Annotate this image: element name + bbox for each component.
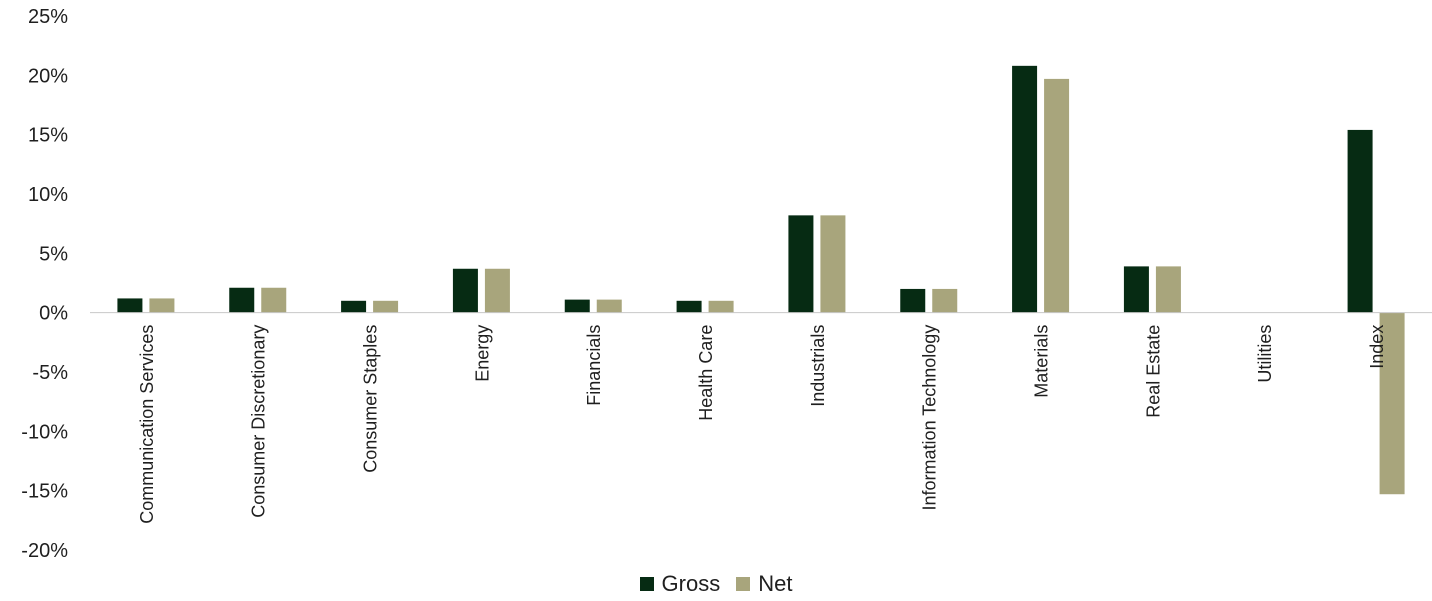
bar-net xyxy=(149,298,175,313)
y-tick-label: -10% xyxy=(21,421,68,443)
y-tick-label: 10% xyxy=(28,184,68,206)
bar-gross xyxy=(788,215,814,313)
y-tick-label: -20% xyxy=(21,540,68,562)
category-label: Utilities xyxy=(1255,325,1275,383)
x-axis: Communication Services Consumer Discretio… xyxy=(137,325,1387,524)
bar-net xyxy=(1044,78,1070,313)
y-tick-label: -15% xyxy=(21,481,68,503)
category-label: Industrials xyxy=(808,325,828,407)
category-label: Index xyxy=(1367,325,1387,369)
bar-net xyxy=(932,288,958,313)
category-label: Information Technology xyxy=(920,325,940,511)
bar-chart: 25% 20% 15% 10% 5% 0% -5% -10% -15% -20% Communic… xyxy=(21,6,1432,562)
y-tick-label: 5% xyxy=(39,243,68,265)
category-label: Materials xyxy=(1032,325,1052,398)
legend-item-gross: Gross xyxy=(639,571,721,597)
category-label: Real Estate xyxy=(1143,325,1163,418)
y-tick-label: 20% xyxy=(28,65,68,87)
legend-swatch-gross xyxy=(639,577,654,591)
bars xyxy=(117,65,1405,495)
bar-net xyxy=(1155,266,1181,313)
category-label: Consumer Discretionary xyxy=(249,325,269,518)
legend-item-net: Net xyxy=(736,571,792,597)
legend: Gross Net xyxy=(0,568,1432,600)
bar-gross xyxy=(564,299,590,313)
bar-gross xyxy=(1012,65,1038,313)
bar-gross xyxy=(676,300,702,313)
bar-net xyxy=(820,215,846,313)
bar-net xyxy=(261,287,287,313)
bar-gross xyxy=(1347,129,1373,313)
bar-gross xyxy=(229,287,255,313)
legend-swatch-net xyxy=(736,577,751,591)
legend-label-net: Net xyxy=(758,571,793,596)
bar-net xyxy=(596,299,622,313)
bar-net xyxy=(1379,312,1405,495)
bar-net xyxy=(484,268,510,313)
category-label: Consumer Staples xyxy=(361,325,381,473)
category-label: Energy xyxy=(472,325,492,382)
y-tick-label: 0% xyxy=(39,303,68,325)
category-label: Communication Services xyxy=(137,325,157,524)
y-tick-label: 25% xyxy=(28,6,68,28)
bar-gross xyxy=(1123,266,1149,313)
bar-gross xyxy=(117,298,143,313)
bar-net xyxy=(373,300,399,313)
y-tick-label: -5% xyxy=(32,362,68,384)
y-tick-label: 15% xyxy=(28,125,68,147)
legend-label-gross: Gross xyxy=(661,571,721,596)
bar-net xyxy=(708,300,734,313)
bar-gross xyxy=(452,268,478,313)
category-label: Financials xyxy=(584,325,604,406)
y-axis: 25% 20% 15% 10% 5% 0% -5% -10% -15% -20% xyxy=(21,6,68,562)
bar-gross xyxy=(900,288,926,313)
category-label: Health Care xyxy=(696,325,716,421)
bar-gross xyxy=(341,300,367,313)
